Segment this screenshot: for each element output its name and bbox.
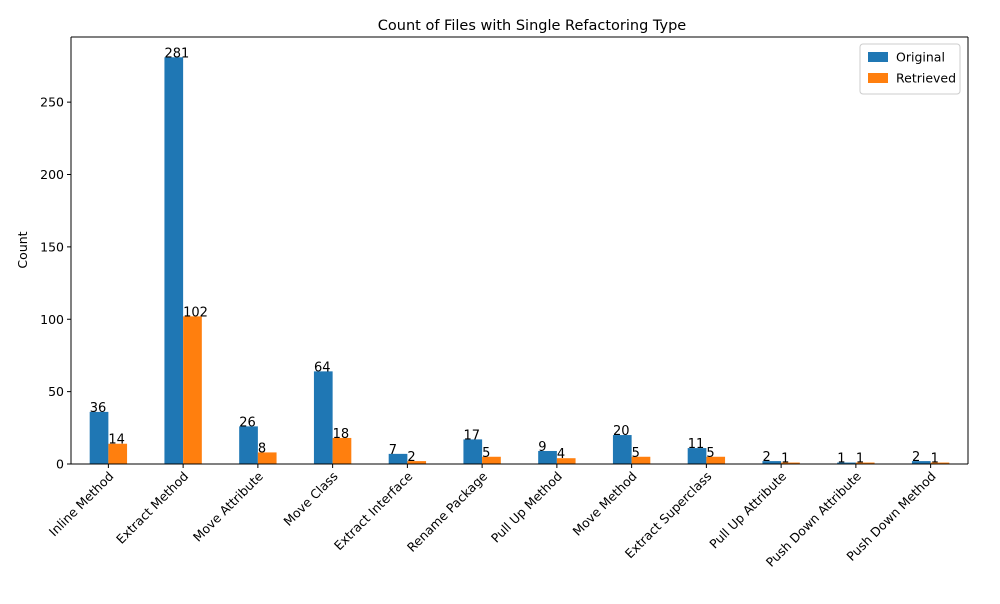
bar-original-12 xyxy=(911,461,931,464)
bar-original-1 xyxy=(89,411,109,464)
bar-value-label: 281 xyxy=(164,46,189,61)
bar-value-label: 1 xyxy=(856,452,864,467)
bar-value-label: 11 xyxy=(688,437,705,452)
bar-value-label: 64 xyxy=(314,360,331,375)
bar-original-7 xyxy=(538,450,557,464)
bar-value-label: 5 xyxy=(706,446,714,461)
bar-original-11 xyxy=(837,462,856,464)
bar-retrieved-4 xyxy=(332,437,352,464)
bar-retrieved-12 xyxy=(930,462,950,464)
bar-value-label: 36 xyxy=(90,401,107,416)
bar-value-label: 1 xyxy=(781,452,789,467)
bar-value-label: 20 xyxy=(613,424,630,439)
bar-value-label: 8 xyxy=(258,441,266,456)
bar-value-label: 18 xyxy=(333,427,350,442)
bar-retrieved-6 xyxy=(482,456,501,464)
chart-title: Count of Files with Single Refactoring T… xyxy=(378,18,686,34)
bar-value-label: 2 xyxy=(407,450,415,465)
bar-original-3 xyxy=(239,426,258,464)
bar-value-label: 1 xyxy=(931,452,939,467)
x-tick-label: Move Attribute xyxy=(190,468,266,544)
bar-original-8 xyxy=(612,435,632,464)
legend: Original Retrieved xyxy=(859,43,961,95)
bar-retrieved-1 xyxy=(108,443,128,464)
legend-swatch-original xyxy=(868,52,888,62)
bar-value-label: 14 xyxy=(108,433,125,448)
bar-retrieved-8 xyxy=(631,456,651,464)
bar-value-label: 7 xyxy=(389,443,397,458)
x-tick-label: Pull Up Attribute xyxy=(706,468,789,551)
bar-original-10 xyxy=(762,461,782,464)
y-tick-label: 200 xyxy=(40,167,64,182)
bar-retrieved-11 xyxy=(855,462,875,464)
bar-value-label: 5 xyxy=(632,446,640,461)
y-tick-label: 50 xyxy=(48,384,64,399)
bar-value-label: 1 xyxy=(837,452,845,467)
bar-value-label: 102 xyxy=(183,305,208,320)
x-tick-label: Move Class xyxy=(280,469,340,529)
bar-retrieved-10 xyxy=(781,462,800,464)
bar-original-2 xyxy=(164,57,184,465)
x-tick-label: Move Method xyxy=(569,469,639,539)
bar-value-label: 2 xyxy=(762,450,770,465)
y-tick-label: 250 xyxy=(40,95,64,110)
bar-value-label: 5 xyxy=(482,446,490,461)
x-tick-label: Extract Interface xyxy=(331,468,416,553)
x-tick-label: Rename Package xyxy=(404,468,491,555)
bar-original-9 xyxy=(687,448,707,464)
legend-swatch-retrieved xyxy=(868,73,888,83)
y-axis-label: Count xyxy=(15,231,30,268)
x-tick-label: Inline Method xyxy=(46,469,117,540)
bar-value-label: 26 xyxy=(239,415,256,430)
y-tick-label: 0 xyxy=(56,457,64,472)
bar-retrieved-9 xyxy=(706,456,726,464)
bar-retrieved-7 xyxy=(556,458,576,464)
legend-label-original: Original xyxy=(896,50,945,65)
bar-original-4 xyxy=(313,371,333,464)
bar-original-5 xyxy=(388,453,408,464)
y-tick-label: 150 xyxy=(40,239,64,254)
x-tick-label: Pull Up Method xyxy=(488,469,565,546)
legend-label-retrieved: Retrieved xyxy=(896,71,956,86)
bar-retrieved-3 xyxy=(257,452,277,464)
x-tick-label: Extract Method xyxy=(113,469,191,547)
bar-value-label: 2 xyxy=(912,450,920,465)
bar-retrieved-5 xyxy=(407,461,427,464)
bar-value-label: 4 xyxy=(557,447,565,462)
bar-original-6 xyxy=(463,439,483,464)
bar-value-label: 9 xyxy=(538,440,546,455)
y-tick-label: 100 xyxy=(40,312,64,327)
bar-retrieved-2 xyxy=(183,316,202,464)
bar-value-label: 17 xyxy=(463,428,480,443)
